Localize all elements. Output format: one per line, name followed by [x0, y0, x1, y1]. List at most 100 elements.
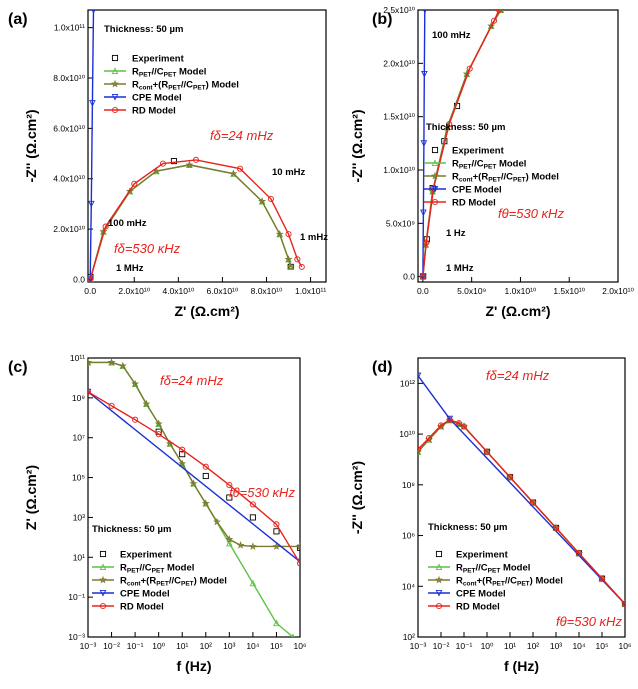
data-point — [249, 514, 256, 521]
legend-marker — [111, 67, 119, 75]
data-point — [226, 494, 233, 501]
annotation: 100 mHz — [108, 218, 147, 229]
data-point — [437, 422, 445, 429]
data-point — [185, 160, 194, 169]
series-line — [88, 391, 300, 564]
data-point — [248, 542, 257, 550]
annotation: fδ=24 mHz — [210, 128, 274, 143]
y-tick-label: 10¹² — [400, 378, 415, 388]
series-line — [418, 375, 625, 605]
legend: Experiment RPET//CPET ModelRcont+(RPET//C… — [92, 550, 227, 613]
legend-marker — [431, 171, 439, 180]
data-point — [213, 517, 221, 526]
legend-label-experiment: Experiment — [456, 550, 509, 561]
legend-label-cpe: CPE Model — [132, 93, 182, 104]
series-layer — [88, 10, 305, 282]
y-tick-label: 2.5x10¹⁰ — [383, 5, 415, 15]
legend-label-cpe: CPE Model — [452, 185, 502, 196]
plot-frame — [87, 357, 301, 638]
data-point — [108, 402, 115, 409]
data-point — [418, 446, 422, 453]
data-point — [131, 379, 140, 388]
y-tick-label: 10⁶ — [402, 531, 415, 541]
data-point — [420, 140, 428, 147]
data-point — [229, 169, 238, 178]
series-line — [88, 391, 300, 563]
series-line — [88, 361, 300, 548]
series-layer — [418, 10, 505, 281]
legend-label-rd: RD Model — [132, 106, 176, 117]
data-point — [285, 231, 292, 238]
data-point — [446, 121, 453, 128]
annotation: 1 MHz — [446, 263, 474, 274]
legend-label-rcont: Rcont+(RPET//CPET) Model — [132, 80, 239, 92]
data-point — [275, 229, 284, 238]
y-axis-label: Z' (Ω.cm²) — [23, 465, 39, 530]
y-tick-label: 1.5x10¹⁰ — [383, 112, 415, 122]
x-tick-label: 10⁶ — [619, 641, 632, 651]
annotation: 1 Hz — [446, 228, 466, 239]
legend: Experiment RPET//CPET ModelRcont+(RPET//C… — [104, 54, 239, 117]
data-point — [89, 100, 96, 107]
legend-label-rcont: Rcont+(RPET//CPET) Model — [456, 576, 563, 588]
x-tick-label: 10² — [527, 641, 539, 651]
data-point — [446, 416, 453, 423]
y-tick-label: 0.0 — [73, 274, 85, 284]
data-point — [226, 539, 233, 547]
legend-label-rpet: RPET//CPET Model — [456, 563, 530, 575]
data-point — [192, 156, 200, 163]
annotation: 10 mHz — [272, 167, 306, 178]
data-point — [88, 358, 92, 366]
plot-frame — [87, 9, 327, 283]
series-line — [418, 418, 625, 605]
x-tick-label: 5.0x10⁹ — [457, 286, 487, 296]
data-point — [420, 209, 427, 217]
data-point — [506, 474, 514, 481]
x-tick-label: 10⁴ — [246, 641, 259, 651]
data-point — [430, 185, 437, 192]
data-point — [529, 498, 537, 507]
annotation: 1 mHz — [300, 232, 328, 243]
legend-label-rcont: Rcont+(RPET//CPET) Model — [452, 172, 559, 184]
annotation: fθ=530 κHz — [498, 206, 564, 221]
series-line — [422, 10, 426, 277]
legend-label-rd: RD Model — [120, 602, 164, 613]
thickness-label: Thickness: 50 µm — [104, 24, 183, 35]
data-point — [202, 472, 209, 480]
data-point — [552, 524, 560, 531]
data-point — [258, 197, 267, 205]
data-point — [273, 619, 280, 627]
data-point — [249, 579, 257, 587]
data-point — [102, 223, 109, 230]
data-point — [118, 361, 127, 370]
y-tick-label: 10¹¹ — [70, 353, 85, 363]
data-point — [423, 10, 427, 14]
legend-marker — [435, 575, 443, 584]
legend-label-rpet: RPET//CPET Model — [132, 67, 206, 79]
y-tick-label: 10⁷ — [72, 433, 85, 443]
x-tick-label: 10³ — [223, 641, 235, 651]
x-tick-label: 10² — [200, 641, 212, 651]
y-tick-label: 10⁵ — [72, 473, 85, 483]
data-point — [225, 535, 234, 543]
data-point — [237, 165, 244, 172]
data-point — [446, 415, 454, 423]
data-point — [249, 501, 256, 508]
data-point — [170, 158, 177, 165]
y-axis-label: -Z'' (Ω.cm²) — [349, 109, 365, 182]
data-point — [202, 463, 209, 470]
data-point — [88, 276, 94, 282]
legend-label-experiment: Experiment — [132, 54, 185, 65]
series-line — [418, 419, 625, 605]
annotation: fδ=24 mHz — [486, 368, 550, 383]
legend-marker — [99, 589, 107, 597]
y-tick-label: 10⁻¹ — [68, 592, 85, 602]
data-point — [91, 10, 96, 14]
x-tick-label: 2.0x10¹⁰ — [602, 286, 634, 296]
annotation: fδ=24 mHz — [160, 373, 224, 388]
data-point — [425, 434, 433, 442]
series-layer — [418, 372, 625, 608]
x-tick-label: 8.0x10¹⁰ — [251, 286, 283, 296]
data-point — [296, 542, 300, 550]
